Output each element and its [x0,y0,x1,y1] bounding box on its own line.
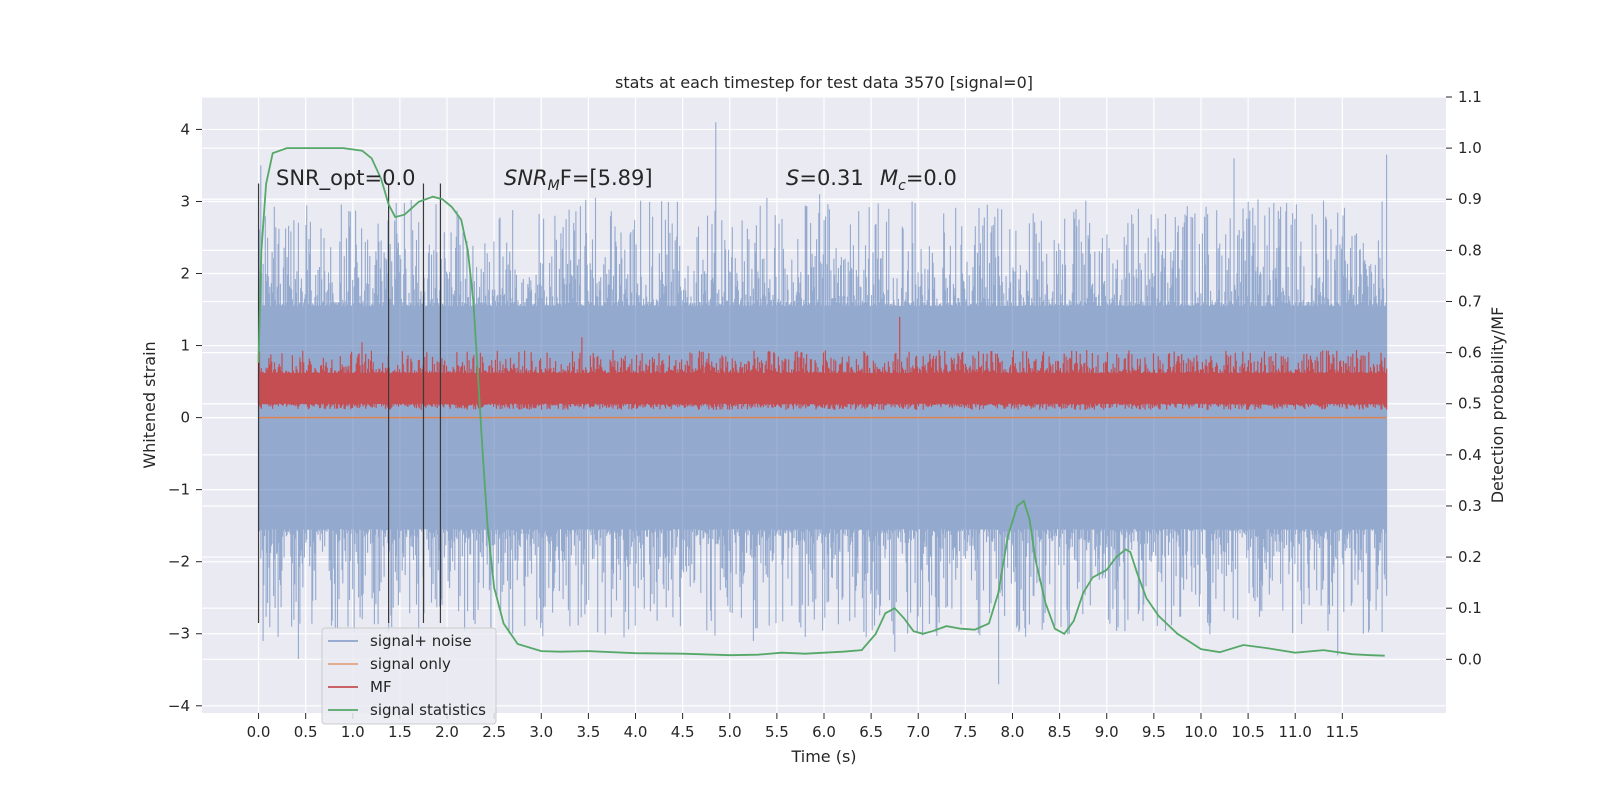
x-tick-label-18: 9.0 [1095,723,1119,741]
annotation-snr-mf-subscript: M [548,178,560,194]
x-tick-label-17: 8.5 [1048,723,1072,741]
x-tick-label-19: 9.5 [1142,723,1166,741]
y-tick-label-5: 1 [180,337,190,355]
y2-tick-label-6: 0.6 [1458,344,1482,362]
y-tick-label-4: 0 [180,409,190,427]
x-tick-label-6: 3.0 [529,723,553,741]
y2-tick-label-11: 1.1 [1458,88,1482,106]
annotation-s-symbol: S [786,166,799,190]
annotation-snr-mf: SNRMF=[5.89] [504,166,653,194]
y-tick-label-7: 3 [180,192,190,210]
x-tick-label-16: 8.0 [1001,723,1025,741]
x-tick-label-3: 1.5 [388,723,412,741]
x-tick-label-21: 10.5 [1231,723,1264,741]
y-axis-label: Whitened strain [140,341,159,468]
legend: signal+ noise signal only MF signal stat… [321,627,497,725]
y2-tick-label-2: 0.2 [1458,548,1482,566]
y-tick-label-2: −2 [168,553,190,571]
y2-tick-label-8: 0.8 [1458,241,1482,259]
x-tick-label-9: 4.5 [671,723,695,741]
annotation-mc-symbol: M [880,166,898,190]
annotation-snr-mf-value: F=[5.89] [560,166,653,190]
legend-label-mf: MF [370,678,392,696]
y2-tick-label-4: 0.4 [1458,446,1482,464]
annotation-snr-mf-symbol: SNR [504,166,548,190]
annotation-snr-opt: SNR_opt=0.0 [276,166,416,191]
annotation-mc: Mc=0.0 [880,166,957,194]
chart-title: stats at each timestep for test data 357… [615,73,1033,92]
annotation-s: S=0.31 [786,166,864,190]
x-tick-label-8: 4.0 [624,723,648,741]
x-tick-label-5: 2.5 [482,723,506,741]
x-tick-label-23: 11.5 [1326,723,1359,741]
legend-label-signal-noise: signal+ noise [370,632,472,650]
legend-box [321,627,497,725]
y-tick-label-1: −3 [168,625,190,643]
y-tick-label-8: 4 [180,120,190,138]
legend-label-signal-only: signal only [370,655,451,673]
y-tick-label-3: −1 [168,481,190,499]
y2-tick-label-9: 0.9 [1458,190,1482,208]
annotation-mc-value: =0.0 [906,166,957,190]
x-tick-label-11: 5.5 [765,723,789,741]
y2-tick-label-5: 0.5 [1458,395,1482,413]
y2-tick-label-1: 0.1 [1458,599,1482,617]
series-signal-statistics [257,147,1385,657]
y-tick-label-0: −4 [168,697,190,715]
x-tick-label-13: 6.5 [859,723,883,741]
x-tick-label-15: 7.5 [953,723,977,741]
x-tick-label-20: 10.0 [1184,723,1217,741]
y2-tick-label-0: 0.0 [1458,650,1482,668]
x-tick-label-1: 0.5 [294,723,318,741]
x-tick-label-10: 5.0 [718,723,742,741]
y2-axis-label: Detection probability/MF [1488,307,1507,504]
signal-statistics-line [257,147,1385,657]
x-tick-label-7: 3.5 [576,723,600,741]
annotation-s-value: =0.31 [799,166,863,190]
y2-tick-label-10: 1.0 [1458,139,1482,157]
x-tick-label-14: 7.0 [906,723,930,741]
x-tick-label-22: 11.0 [1279,723,1312,741]
legend-label-signal-statistics: signal statistics [370,701,486,719]
x-tick-label-12: 6.0 [812,723,836,741]
event-markers [257,183,442,623]
x-tick-label-4: 2.0 [435,723,459,741]
x-axis-label: Time (s) [790,747,856,766]
axes: 0.0 0.5 1.0 1.5 2.0 2.5 3.0 3.5 4.0 4.5 5.0 5.5 6.0 6… [168,88,1482,741]
x-tick-label-2: 1.0 [341,723,365,741]
y2-tick-label-3: 0.3 [1458,497,1482,515]
y-tick-label-6: 2 [180,265,190,283]
annotation-mc-subscript: c [898,178,906,194]
y2-tick-label-7: 0.7 [1458,292,1482,310]
x-tick-label-0: 0.0 [247,723,271,741]
